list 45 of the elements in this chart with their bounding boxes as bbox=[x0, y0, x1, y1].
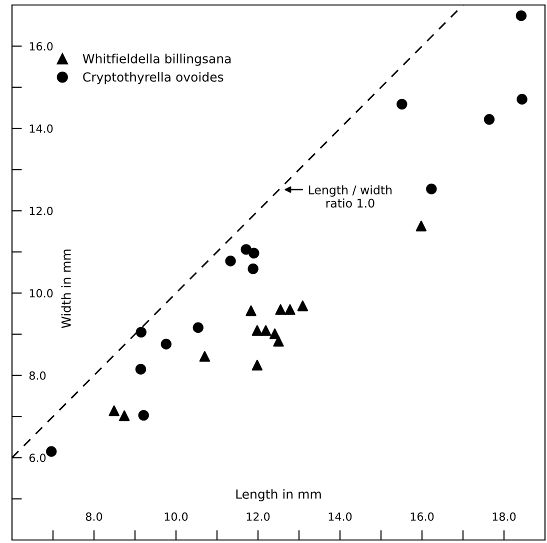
annotation: Length / width ratio 1.0 bbox=[308, 185, 392, 208]
point bbox=[252, 325, 263, 336]
y-tick-label: 16.0 bbox=[30, 42, 53, 51]
x-tick-label: 18.0 bbox=[492, 512, 516, 521]
point bbox=[225, 256, 236, 266]
legend-label: Whitfieldella billingsana bbox=[82, 54, 231, 66]
point bbox=[248, 263, 258, 274]
x-tick-label: 8.0 bbox=[86, 512, 102, 521]
legend-label: Cryptothyrella ovoides bbox=[83, 72, 224, 84]
point bbox=[484, 114, 495, 125]
point bbox=[252, 360, 263, 370]
x-tick-label: 16.0 bbox=[410, 512, 434, 521]
y-tick-label: 6.0 bbox=[29, 454, 46, 462]
point bbox=[246, 305, 256, 316]
point bbox=[275, 304, 286, 315]
point bbox=[199, 351, 210, 362]
point bbox=[416, 220, 427, 232]
point bbox=[516, 10, 527, 22]
point bbox=[192, 322, 204, 333]
point bbox=[284, 304, 296, 315]
point bbox=[108, 405, 120, 416]
point bbox=[240, 244, 252, 255]
point bbox=[273, 336, 284, 347]
point bbox=[260, 325, 272, 336]
point bbox=[160, 338, 172, 350]
x-axis-title: Length in mm bbox=[236, 489, 321, 502]
y-tick-label: 12.0 bbox=[30, 206, 53, 216]
point bbox=[297, 300, 308, 312]
y-tick-label: 10.0 bbox=[30, 289, 53, 298]
point bbox=[118, 410, 130, 422]
point bbox=[426, 184, 437, 194]
point bbox=[269, 328, 280, 340]
y-axis-title: Width in mm bbox=[61, 250, 71, 328]
point bbox=[135, 364, 146, 375]
point bbox=[46, 446, 57, 457]
point bbox=[516, 94, 528, 105]
point bbox=[136, 326, 147, 338]
point bbox=[138, 410, 149, 421]
y-tick-label: 14.0 bbox=[30, 124, 53, 133]
x-tick-label: 10.0 bbox=[164, 512, 188, 521]
point bbox=[248, 248, 260, 259]
x-tick-label: 14.0 bbox=[328, 512, 352, 521]
y-tick-label: 8.0 bbox=[29, 371, 46, 380]
point bbox=[396, 98, 408, 110]
x-tick-label: 12.0 bbox=[246, 512, 270, 521]
